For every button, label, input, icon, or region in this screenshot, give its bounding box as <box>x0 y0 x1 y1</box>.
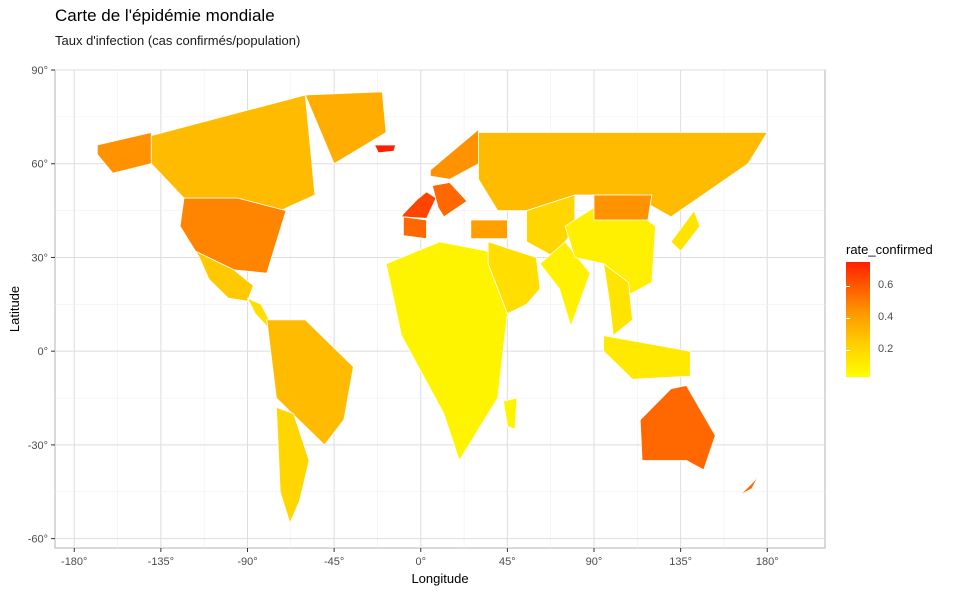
y-tick-label: 30° <box>31 252 48 264</box>
legend-label: 0.6 <box>878 279 894 291</box>
x-tick-label: 135° <box>669 556 692 568</box>
x-tick-label: -90° <box>237 556 257 568</box>
x-tick-label: 45° <box>499 556 516 568</box>
country-region <box>603 263 633 337</box>
y-tick-label: -60° <box>28 534 48 546</box>
country-region <box>593 194 653 221</box>
x-tick-label: 180° <box>756 556 779 568</box>
x-tick-label: -180° <box>61 556 87 568</box>
country-region <box>402 216 427 240</box>
country-region <box>639 385 716 471</box>
country-region <box>470 219 508 240</box>
legend-tick <box>846 286 850 287</box>
y-tick-label: -30° <box>28 440 48 452</box>
country-region <box>385 241 508 461</box>
x-axis-title: Longitude <box>411 571 468 586</box>
y-tick-labels: 90° 60° 30° 0° -30° -60° <box>28 65 55 546</box>
country-region <box>487 241 541 315</box>
country-region <box>304 91 387 165</box>
chart-subtitle: Taux d'infection (cas confirmés/populati… <box>55 33 301 48</box>
x-tick-label: -45° <box>324 556 344 568</box>
legend-label: 0.2 <box>878 343 894 355</box>
x-tick-label: 90° <box>586 556 603 568</box>
y-tick-label: 60° <box>31 159 48 171</box>
country-region <box>401 191 437 219</box>
country-region <box>266 319 354 446</box>
country-region <box>670 210 701 252</box>
country-region <box>275 406 310 524</box>
country-region <box>503 397 518 430</box>
legend-tick <box>846 318 850 319</box>
legend-label: 0.4 <box>878 311 894 323</box>
country-region <box>739 466 764 496</box>
legend-tick <box>846 350 850 351</box>
x-tick-labels: -180° -135° -90° -45° 0° 45° 90° 135° 180° <box>61 548 779 568</box>
y-tick-label: 90° <box>31 65 48 77</box>
y-tick-label: 0° <box>37 346 48 358</box>
legend-title: rate_confirmed <box>846 242 933 257</box>
legend-colorbar <box>846 262 870 377</box>
country-region <box>603 335 691 380</box>
country-region <box>429 128 479 180</box>
country-region <box>374 144 397 154</box>
country-region <box>195 250 254 302</box>
x-tick-label: 0° <box>415 556 426 568</box>
chart-title: Carte de l'épidémie mondiale <box>55 6 275 25</box>
country-region <box>96 132 152 174</box>
country-regions <box>96 91 768 524</box>
country-region <box>431 182 468 218</box>
country-region <box>179 197 287 274</box>
y-axis-title: Latitude <box>7 286 22 332</box>
country-region <box>539 241 591 327</box>
x-tick-label: -135° <box>148 556 174 568</box>
